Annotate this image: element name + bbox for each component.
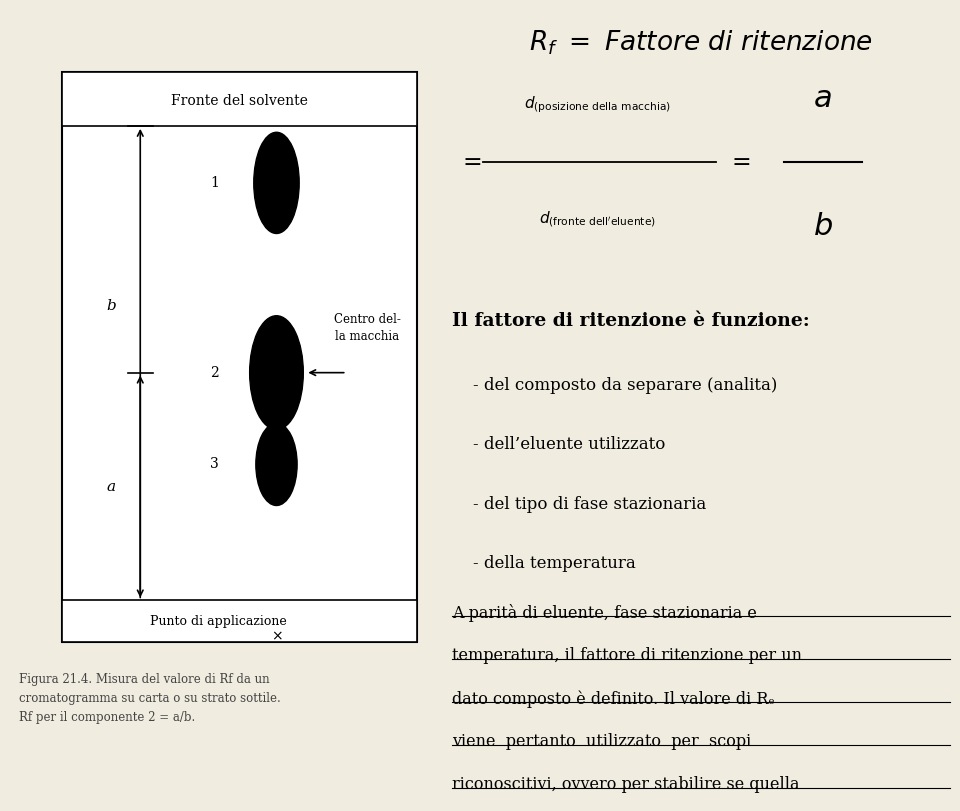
Text: - dell’eluente utilizzato: - dell’eluente utilizzato — [472, 436, 665, 453]
Bar — [61, 600, 417, 642]
Text: a: a — [107, 479, 116, 494]
Text: temperatura, il fattore di ritenzione per un: temperatura, il fattore di ritenzione pe… — [452, 647, 802, 664]
Text: - della temperatura: - della temperatura — [472, 555, 636, 572]
Text: Centro del-
la macchia: Centro del- la macchia — [334, 313, 400, 343]
Text: $d_{\mathrm{(posizione\ della\ macchia)}}$: $d_{\mathrm{(posizione\ della\ macchia)}… — [523, 95, 671, 115]
Text: $\mathit{a}$: $\mathit{a}$ — [813, 83, 832, 114]
Text: 2: 2 — [210, 366, 219, 380]
Text: dato composto è definito. Il valore di Rₑ: dato composto è definito. Il valore di R… — [452, 690, 775, 708]
Text: - del tipo di fase stazionaria: - del tipo di fase stazionaria — [472, 496, 706, 513]
Ellipse shape — [255, 423, 297, 505]
Text: 3: 3 — [210, 457, 219, 471]
Text: $\times$: $\times$ — [271, 629, 282, 643]
Text: viene  pertanto  utilizzato  per  scopi: viene pertanto utilizzato per scopi — [452, 733, 752, 750]
Text: riconoscitivi, ovvero per stabilire se quella: riconoscitivi, ovvero per stabilire se q… — [452, 776, 800, 793]
Text: - del composto da separare (analita): - del composto da separare (analita) — [472, 377, 777, 394]
Text: 1: 1 — [210, 176, 219, 190]
Text: Fronte del solvente: Fronte del solvente — [171, 93, 308, 108]
Text: $d_{\mathrm{(fronte\ dell'eluente)}}$: $d_{\mathrm{(fronte\ dell'eluente)}}$ — [539, 209, 656, 229]
Bar — [61, 72, 417, 642]
Ellipse shape — [253, 132, 300, 234]
Text: =: = — [732, 151, 752, 174]
Text: =: = — [463, 151, 482, 174]
Text: b: b — [107, 299, 116, 313]
Text: $\mathit{b}$: $\mathit{b}$ — [813, 211, 832, 242]
Text: Figura 21.4. Misura del valore di Rf da un
cromatogramma su carta o su strato so: Figura 21.4. Misura del valore di Rf da … — [19, 673, 281, 724]
Text: A parità di eluente, fase stazionaria e: A parità di eluente, fase stazionaria e — [452, 604, 756, 622]
Text: Punto di applicazione: Punto di applicazione — [151, 615, 287, 628]
Text: $\mathit{R_f}\ =\ \mathit{Fattore\ di\ ritenzione}$: $\mathit{R_f}\ =\ \mathit{Fattore\ di\ r… — [529, 28, 873, 57]
Bar — [61, 72, 417, 126]
Ellipse shape — [250, 315, 303, 430]
Text: Il fattore di ritenzione è funzione:: Il fattore di ritenzione è funzione: — [452, 312, 809, 330]
